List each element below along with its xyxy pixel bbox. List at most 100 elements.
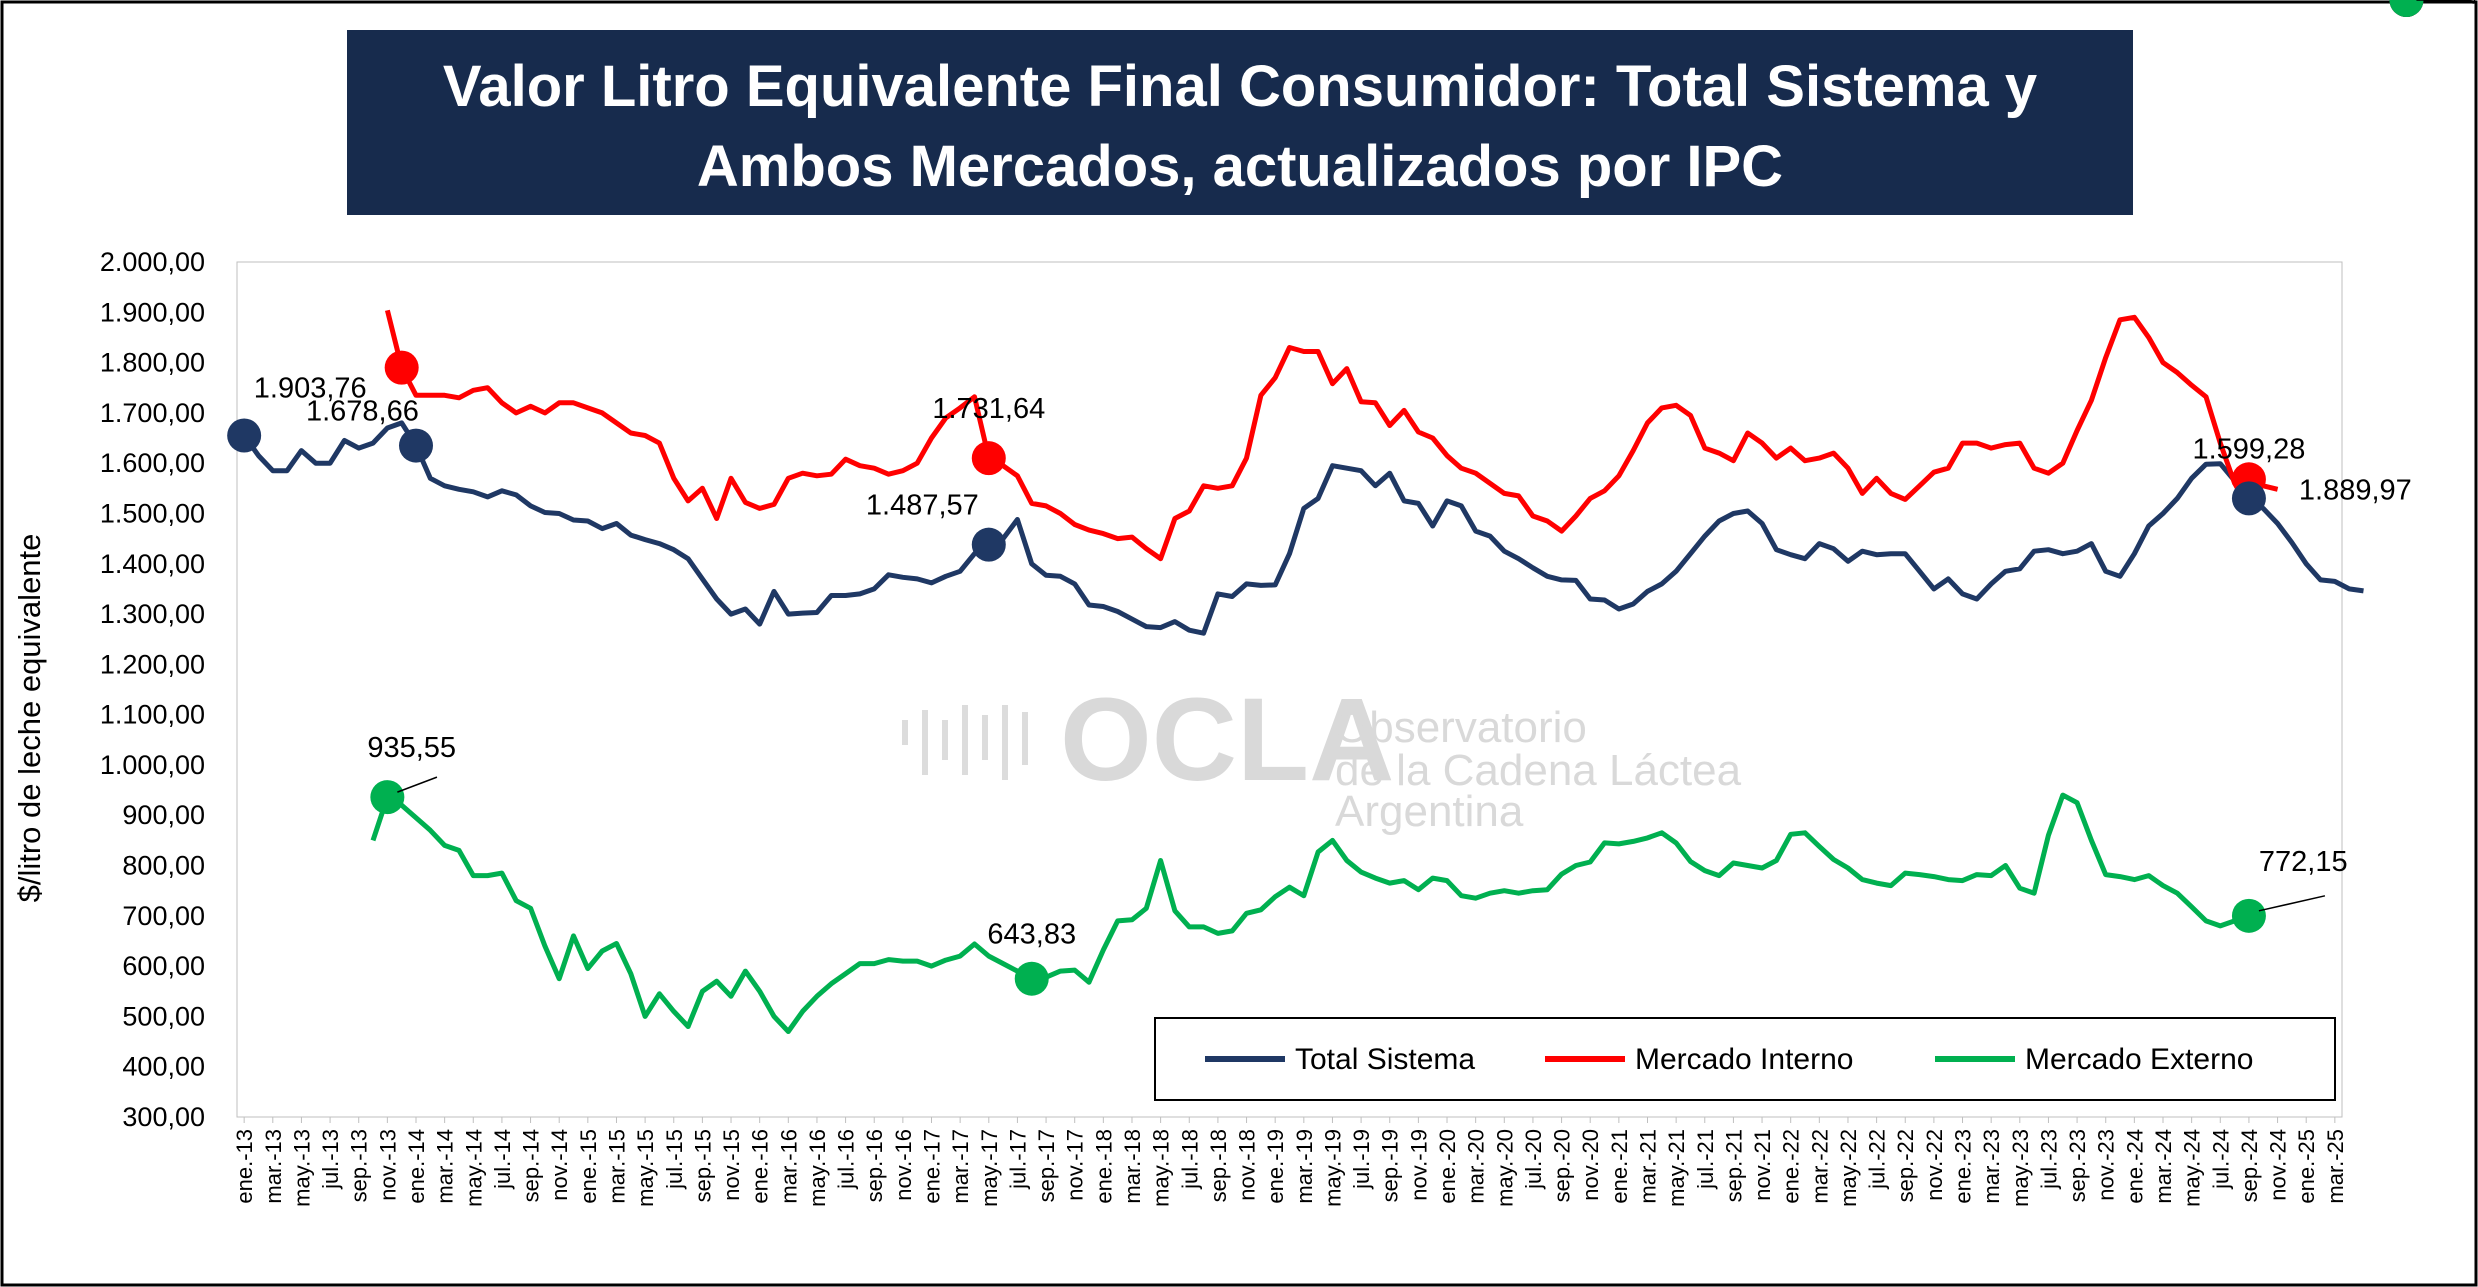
x-tick-label: mar.-13 [261, 1129, 286, 1204]
x-tick-label: nov.-23 [2094, 1129, 2119, 1201]
x-tick-label: nov.-17 [1063, 1129, 1088, 1201]
watermark-line-2: de la Cadena Láctea [1335, 746, 1742, 795]
x-tick-label: mar.-18 [1120, 1129, 1145, 1204]
data-label-interno: 1.889,97 [2299, 474, 2412, 506]
y-tick-label: 1.200,00 [100, 649, 205, 679]
x-tick-label: jul.-15 [662, 1129, 687, 1190]
marker-total [2231, 481, 2266, 516]
x-tick-label: nov.-22 [1922, 1129, 1947, 1201]
marker-externo [2231, 898, 2266, 933]
data-label-interno: 1.731,64 [932, 393, 1045, 425]
x-tick-label: mar.-21 [1635, 1129, 1660, 1204]
x-tick-label: sep.-16 [862, 1129, 887, 1202]
watermark-line-3: Argentina [1335, 787, 1524, 836]
x-tick-label: may.-15 [633, 1129, 658, 1207]
y-axis: 300,00 400,00 500,00 600,00 700,00 800,00 900,… [100, 247, 205, 1132]
y-tick-label: 1.900,00 [100, 297, 205, 327]
x-tick-label: ene.-18 [1091, 1129, 1116, 1204]
x-tick-label: mar.-25 [2323, 1129, 2348, 1204]
x-tick-label: mar.-24 [2151, 1129, 2176, 1204]
plot-area [236, 261, 2343, 1118]
x-tick-label: mar.-14 [433, 1129, 458, 1204]
x-tick-label: ene.-16 [748, 1129, 773, 1204]
title-box [347, 30, 2133, 215]
data-label-total: 1.487,57 [866, 490, 979, 522]
marker-externo [2389, 0, 2424, 17]
marker-total [227, 418, 262, 453]
x-tick-label: nov.-14 [547, 1129, 572, 1201]
x-tick-label: ene.-17 [920, 1129, 945, 1204]
x-tick-label: ene.-23 [1951, 1129, 1976, 1204]
annotation-labels: 1.903,76 1.731,64 1.889,97 1.548,33 1.678,66… [254, 0, 2478, 951]
y-tick-label: 1.400,00 [100, 549, 205, 579]
x-tick-label: ene.-22 [1779, 1129, 1804, 1204]
x-tick-label: nov.-13 [375, 1129, 400, 1201]
x-tick-label: nov.-24 [2266, 1129, 2291, 1201]
x-tick-label: ene.-15 [576, 1129, 601, 1204]
x-tick-label: nov.-18 [1235, 1129, 1260, 1201]
legend-label-total: Total Sistema [1295, 1043, 1475, 1076]
legend-label-externo: Mercado Externo [2025, 1043, 2253, 1076]
x-tick-label: jul.-20 [1521, 1129, 1546, 1190]
y-tick-label: 900,00 [122, 800, 205, 830]
x-tick-label: may.-21 [1664, 1129, 1689, 1207]
x-tick-label: jul.-24 [2208, 1129, 2233, 1190]
series-lines [242, 309, 2364, 1034]
y-tick-label: 700,00 [122, 901, 205, 931]
x-tick-label: may.-19 [1320, 1129, 1345, 1207]
y-tick-label: 1.500,00 [100, 498, 205, 528]
data-label-externo: 935,55 [367, 732, 456, 764]
marker-externo [370, 780, 405, 815]
x-tick-label: sep.-17 [1034, 1129, 1059, 1202]
x-tick-label: mar.-16 [776, 1129, 801, 1204]
x-tick-label: sep.-15 [690, 1129, 715, 1202]
x-tick-label: mar.-17 [948, 1129, 973, 1204]
data-label-interno: 1.903,76 [254, 373, 367, 405]
leader-line [2258, 895, 2326, 912]
x-tick-label: jul.-13 [318, 1129, 343, 1190]
y-tick-label: 600,00 [122, 951, 205, 981]
x-tick-label: jul.-19 [1349, 1129, 1374, 1190]
y-tick-label: 400,00 [122, 1052, 205, 1082]
x-tick-label: ene.-13 [232, 1129, 257, 1204]
y-tick-label: 300,00 [122, 1102, 205, 1132]
legend-box [1154, 1017, 2336, 1101]
x-tick-label: sep.-18 [1206, 1129, 1231, 1202]
x-axis: ene.-13 mar.-13 may.-13 jul.-13 sep.-13 nov.-… [232, 1117, 2348, 1207]
x-tick-label: jul.-17 [1005, 1129, 1030, 1190]
marker-total [398, 428, 433, 463]
data-label-externo: 699,28 [2421, 0, 2478, 7]
legend-label-interno: Mercado Interno [1635, 1043, 1853, 1076]
x-tick-label: sep.-20 [1550, 1129, 1575, 1202]
watermark-logo-icon [902, 705, 1028, 780]
data-label-total: 1.678,66 [306, 396, 419, 428]
series-line-total [242, 420, 2364, 636]
y-tick-label: 1.300,00 [100, 599, 205, 629]
x-tick-label: may.-13 [289, 1129, 314, 1207]
marker-interno [971, 441, 1006, 476]
leader-line [397, 776, 438, 793]
x-tick-label: may.-17 [977, 1129, 1002, 1207]
x-tick-label: mar.-15 [604, 1129, 629, 1204]
y-tick-label: 1.000,00 [100, 750, 205, 780]
x-tick-label: may.-24 [2180, 1129, 2205, 1207]
series-line-interno [384, 309, 2279, 562]
data-label-externo: 772,15 [2259, 846, 2348, 878]
y-tick-label: 500,00 [122, 1001, 205, 1031]
x-tick-label: may.-23 [2008, 1129, 2033, 1207]
x-tick-label: sep.-13 [347, 1129, 372, 1202]
x-tick-label: ene.-19 [1263, 1129, 1288, 1204]
x-tick-label: mar.-23 [1979, 1129, 2004, 1204]
watermark: OCLA Observatorio de la Cadena Láctea Ar… [902, 674, 1742, 836]
x-tick-label: jul.-22 [1865, 1129, 1890, 1190]
x-tick-label: sep.-23 [2065, 1129, 2090, 1202]
x-tick-label: jul.-14 [490, 1129, 515, 1190]
x-tick-label: ene.-14 [404, 1129, 429, 1204]
y-tick-label: 2.000,00 [100, 247, 205, 277]
x-tick-label: ene.-25 [2294, 1129, 2319, 1204]
x-tick-label: ene.-20 [1435, 1129, 1460, 1204]
x-tick-label: jul.-18 [1177, 1129, 1202, 1190]
x-tick-label: nov.-21 [1750, 1129, 1775, 1201]
x-tick-label: mar.-22 [1807, 1129, 1832, 1204]
series-line-externo [370, 792, 2264, 1034]
